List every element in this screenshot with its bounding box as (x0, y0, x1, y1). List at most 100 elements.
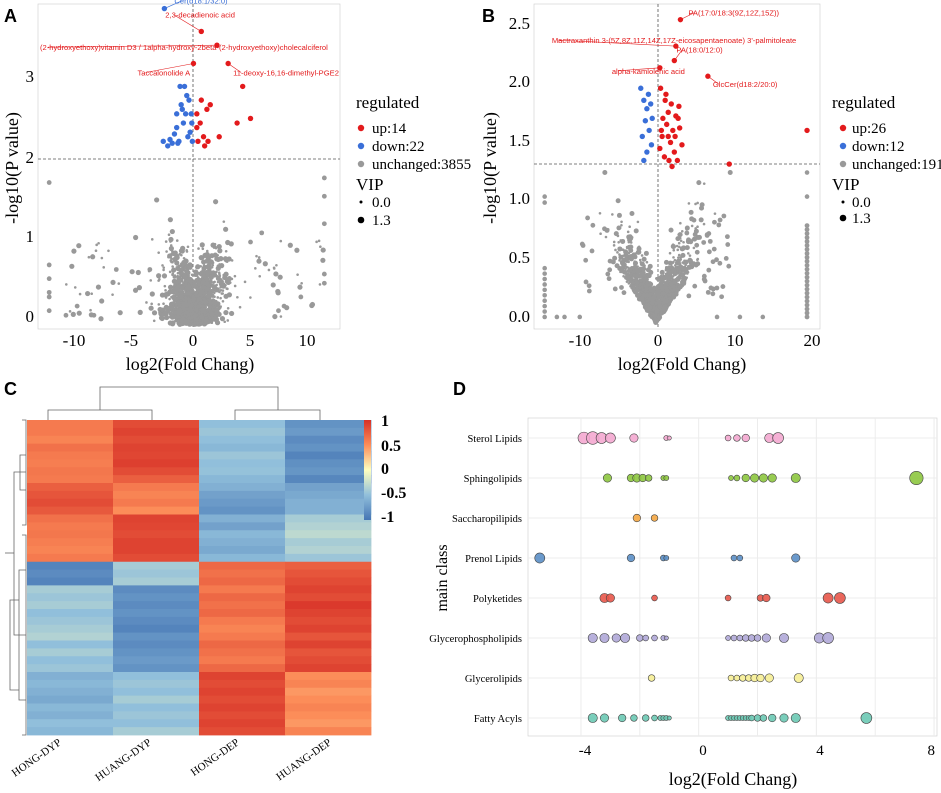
heatmap-cell (113, 569, 200, 578)
unchanged-point (133, 234, 139, 241)
unchanged-point (200, 279, 207, 285)
unchanged-point (620, 220, 623, 224)
heatmap-cell (27, 538, 114, 547)
unchanged-point (804, 298, 810, 304)
unchanged-point (226, 287, 229, 291)
unchanged-point (710, 286, 716, 292)
heatmap-cell (199, 427, 286, 437)
unchanged-point (706, 231, 712, 236)
unchanged-point (176, 274, 179, 278)
colorbar-tick: 0.5 (381, 438, 401, 455)
bubble-point (822, 592, 834, 604)
down-point (644, 106, 650, 112)
bubble-point (605, 432, 616, 444)
unchanged-point (164, 289, 167, 292)
unchanged-point (63, 312, 69, 318)
unchanged-point (614, 263, 620, 269)
unchanged-point (149, 279, 153, 282)
annotation-leader (707, 75, 720, 85)
unchanged-point (711, 246, 717, 252)
unchanged-point (281, 303, 287, 309)
heatmap-column-labels: HONG-DYP HUANG-DYP HONG-DEP HUANG-DEP (10, 737, 334, 784)
unchanged-point (696, 180, 702, 186)
heatmap-cell (113, 427, 200, 437)
heatmap-cell (27, 648, 114, 657)
heatmap-cell (285, 467, 372, 476)
unchanged-point (174, 304, 178, 307)
bubble-point (790, 713, 801, 723)
heatmap-cell (285, 577, 372, 586)
down-point (181, 83, 188, 90)
unchanged-point (693, 262, 699, 268)
legend-vip-label: 1.3 (372, 213, 391, 229)
unchanged-point (224, 278, 230, 284)
unchanged-point (189, 293, 192, 297)
unchanged-point (643, 250, 649, 256)
unchanged-point (180, 321, 184, 325)
unchanged-point (149, 291, 155, 297)
panel-d: D Sterol Lipids Sphingolipids Saccharopili… (429, 379, 938, 790)
unchanged-point (621, 254, 625, 258)
unchanged-point (201, 256, 205, 260)
bubble-point (741, 473, 750, 483)
heatmap-cell (27, 514, 114, 523)
unchanged-point (653, 318, 659, 324)
heatmap-cell (27, 553, 114, 563)
y-tick-label: 2.0 (509, 72, 530, 91)
col-dendrogram-branch (234, 409, 321, 420)
up-point (676, 103, 682, 110)
unchanged-point (176, 308, 180, 312)
down-point (649, 115, 655, 122)
heatmap-cell (285, 727, 372, 736)
heatmap-cell (27, 640, 114, 649)
unchanged-point (644, 286, 650, 292)
unchanged-point (287, 242, 293, 248)
unchanged-point (172, 250, 178, 256)
category-label: Glycerophospholipids (429, 634, 522, 645)
heatmap-cell (285, 561, 372, 571)
unchanged-point (321, 193, 327, 199)
heatmap-cell (199, 616, 286, 626)
unchanged-point (585, 215, 590, 221)
unchanged-point (184, 320, 188, 323)
heatmap-cell (113, 711, 200, 720)
unchanged-point (219, 289, 223, 292)
heatmap-cell (113, 561, 200, 571)
heatmap-cell (285, 616, 372, 626)
unchanged-point (638, 258, 642, 262)
y-axis-title-a: -log10(P value) (2, 112, 23, 224)
unchanged-point (89, 308, 92, 312)
unchanged-point (212, 252, 218, 258)
legend-vip-label: 0.0 (852, 195, 871, 211)
unchanged-point (300, 281, 303, 285)
down-point (189, 138, 196, 145)
point-annotation: PA(18:0/12:0) (676, 46, 723, 55)
unchanged-point (664, 272, 668, 276)
unchanged-point (616, 212, 622, 218)
unchanged-point (583, 257, 589, 263)
down-point (189, 120, 195, 126)
unchanged-point (616, 251, 619, 254)
annotation-leader (145, 63, 194, 73)
unchanged-point (607, 267, 613, 273)
unchanged-point (637, 245, 641, 249)
category-label: Saccharopilipids (452, 514, 522, 525)
unchanged-point (678, 245, 681, 249)
unchanged-point (804, 239, 810, 244)
up-point (200, 134, 207, 140)
bubble-point (733, 474, 741, 482)
point-annotation: Cer(d18:1/32:0) (174, 0, 228, 6)
unchanged-point (692, 283, 698, 289)
heatmap-cell (27, 609, 114, 618)
down-point (648, 142, 655, 148)
down-point (173, 111, 180, 117)
heatmap-cell (285, 609, 372, 618)
unchanged-point (184, 258, 187, 261)
unchanged-point (622, 269, 628, 275)
bubble-point (791, 553, 801, 563)
heatmap-cell (285, 498, 372, 508)
heatmap-cell (27, 703, 114, 712)
unchanged-point (714, 314, 720, 320)
unchanged-point (804, 247, 810, 252)
bubble-point (725, 635, 731, 641)
